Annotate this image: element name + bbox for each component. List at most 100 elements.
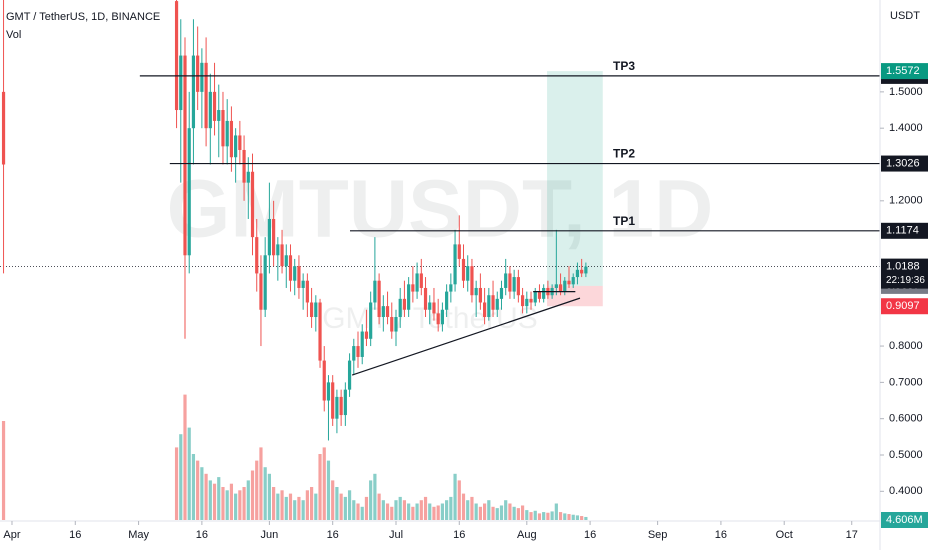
volume-bar (297, 496, 301, 520)
x-tick-label: Aug (517, 529, 537, 541)
candle-body (453, 244, 457, 285)
volume-bar (575, 515, 580, 520)
y-tick-label: 0.7000 (889, 376, 923, 388)
candle-body (537, 291, 542, 299)
volume-bar (423, 496, 428, 520)
volume-bar (309, 487, 314, 520)
candle-body (229, 120, 234, 158)
candle-body (474, 287, 478, 296)
volume-bar (284, 496, 288, 520)
candle-body (525, 298, 529, 307)
volume-bar (542, 512, 546, 520)
volume-bar (394, 500, 398, 520)
candle-body (360, 331, 364, 357)
candle-body (487, 295, 491, 318)
volume-bar (314, 493, 318, 520)
candle-body (352, 346, 356, 361)
volume-bar (567, 514, 571, 520)
candle-body (183, 55, 187, 256)
volume-bar (558, 512, 563, 520)
candle-body (293, 266, 297, 281)
volume-bar (495, 508, 499, 520)
volume-bar (571, 514, 575, 520)
candle-body (385, 306, 390, 318)
volume-bar (191, 454, 196, 520)
x-tick-label: 16 (715, 529, 727, 541)
volume-bar (461, 493, 466, 520)
y-tick-label: 0.4000 (889, 485, 923, 497)
countdown: 22:19:36 (886, 275, 925, 286)
volume-bar (512, 506, 516, 520)
volume-bar (381, 500, 385, 520)
volume-bar (318, 454, 322, 520)
candle-body (200, 62, 204, 92)
axis-level-label: 1.1174 (886, 225, 919, 237)
candle-body (554, 284, 558, 288)
candle-body (428, 302, 432, 310)
candle-body (423, 287, 428, 310)
volume-bar (246, 480, 250, 520)
target-label: 1.5572 (886, 65, 920, 77)
volume-bar (250, 470, 255, 520)
candle-body (516, 277, 520, 296)
candle-body (259, 273, 263, 310)
candle-body (187, 128, 191, 256)
volume-bar (221, 487, 225, 520)
volume-bar (360, 506, 364, 520)
candle-body (449, 284, 453, 292)
volume-bar (267, 473, 271, 520)
x-tick-label: 17 (846, 529, 858, 541)
volume-bar (470, 496, 474, 520)
volume-bar (554, 503, 558, 520)
volume-bar (196, 460, 200, 520)
candle-body (314, 302, 318, 318)
candle-body (250, 171, 255, 238)
candle-body (495, 298, 499, 310)
candle-body (301, 280, 305, 288)
candle-body (419, 273, 423, 288)
candle-body (309, 302, 314, 318)
candle-body (436, 313, 440, 325)
volume-bar (491, 506, 495, 520)
candle-body (584, 266, 588, 274)
candle-body (571, 277, 575, 285)
volume-bar (352, 500, 356, 520)
candle-body (174, 1, 179, 111)
target-zone (547, 71, 603, 286)
volume-bar (322, 447, 326, 520)
volume-bar (411, 506, 415, 520)
candle-body (381, 306, 385, 318)
candle-body (520, 295, 525, 307)
candle-body (305, 280, 309, 303)
y-tick-label: 0.6000 (889, 413, 923, 425)
volume-bar (508, 503, 512, 520)
last-price-box (881, 258, 928, 289)
x-tick-label: Sep (648, 529, 668, 541)
stop-label-box (881, 298, 928, 315)
y-tick-label: 1.4000 (889, 122, 923, 134)
axis-level-label-box (881, 155, 928, 172)
volume-bar (504, 500, 508, 520)
volume-bar (487, 500, 491, 520)
candle-body (179, 55, 183, 111)
candle-body (411, 284, 415, 292)
x-tick-label: 16 (69, 529, 81, 541)
volume-bar (520, 505, 525, 520)
candle-body (440, 309, 445, 325)
candle-body (1, 91, 6, 165)
indicator-label: Vol (6, 29, 21, 41)
stop-label: 0.9097 (886, 300, 920, 312)
volume-bar (255, 460, 259, 520)
axis-level-label: 1.3026 (886, 157, 920, 169)
candle-body (377, 280, 381, 318)
candle-body (558, 284, 563, 292)
candle-body (276, 244, 280, 256)
volume-bar (478, 506, 482, 520)
candle-body (563, 280, 567, 292)
candle-body (246, 171, 250, 183)
volume-bar (335, 487, 339, 520)
volume-bar (533, 510, 537, 520)
candle-body (318, 302, 322, 361)
candle-body (326, 382, 331, 401)
x-tick-label: 16 (327, 529, 339, 541)
